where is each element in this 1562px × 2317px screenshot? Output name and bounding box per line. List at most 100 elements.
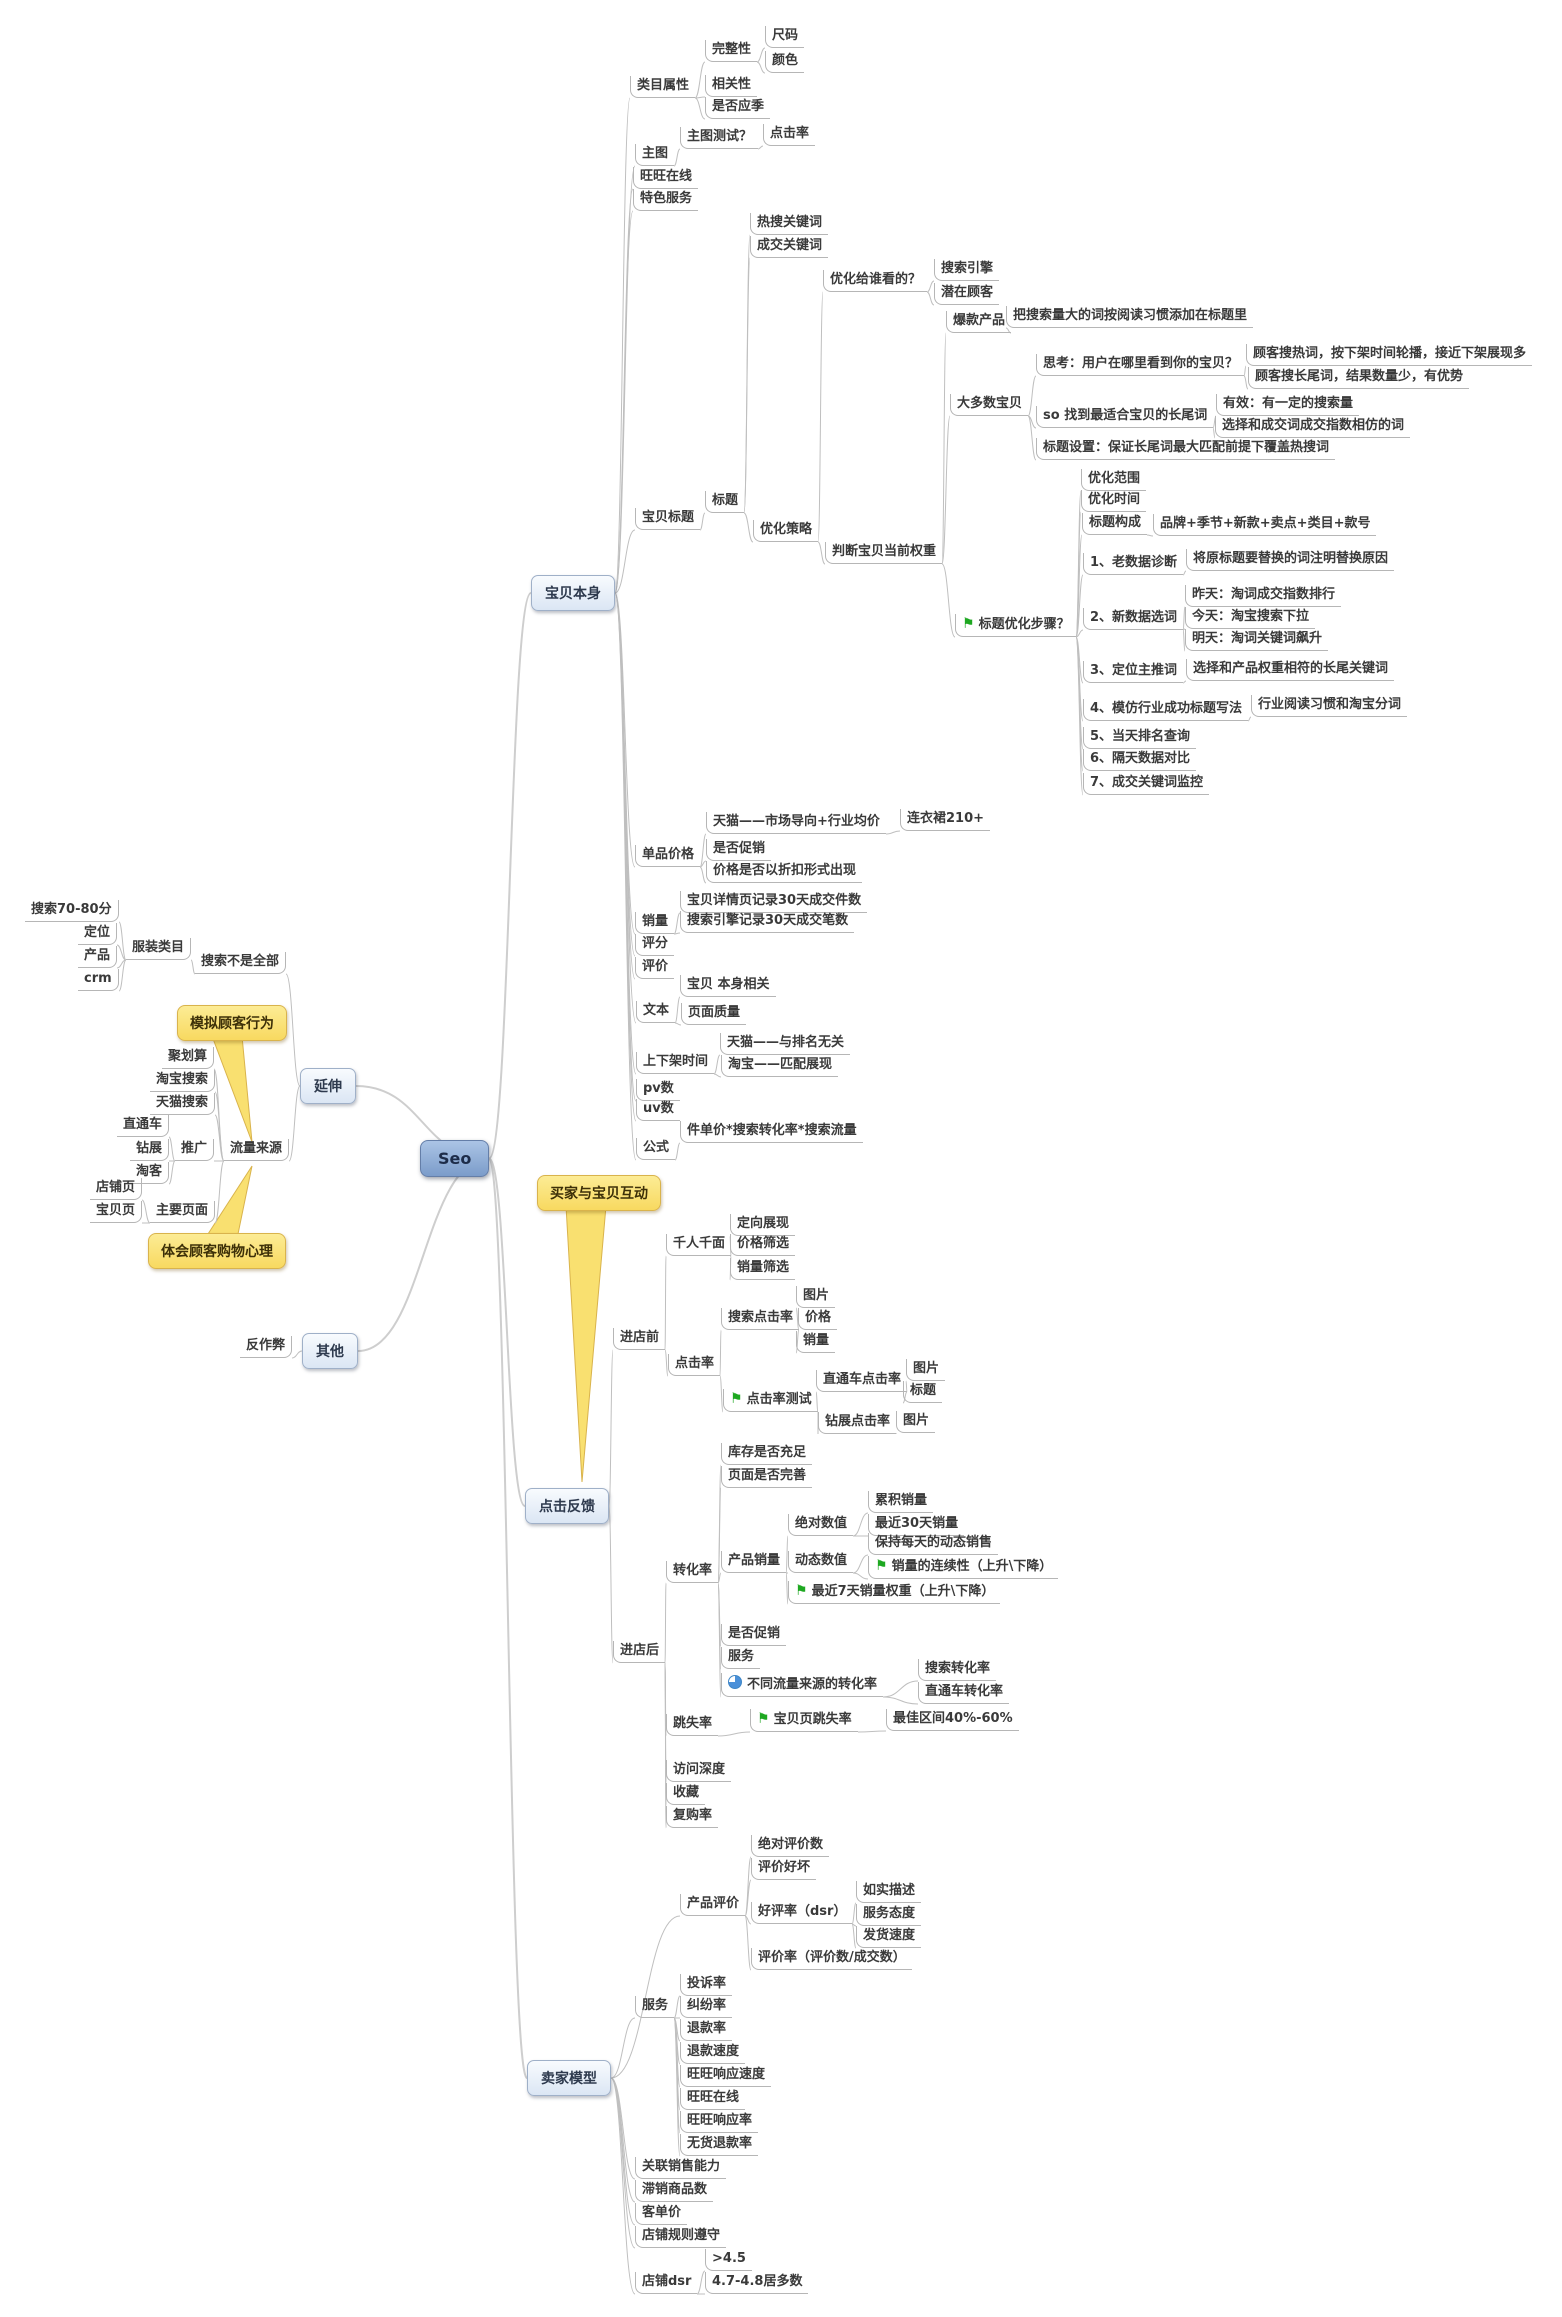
mindmap-node[interactable]: 销量	[796, 1331, 836, 1353]
mindmap-node[interactable]: 保持每天的动态销售	[868, 1533, 999, 1555]
mindmap-node[interactable]: 产品销量	[721, 1551, 787, 1573]
mindmap-node[interactable]: 宝贝 本身相关	[680, 975, 776, 997]
mindmap-node[interactable]: 店铺dsr	[635, 2272, 698, 2294]
mindmap-node[interactable]: 最近30天销量	[868, 1514, 965, 1536]
mindmap-node[interactable]: uv数	[636, 1099, 680, 1121]
mindmap-node[interactable]: 累积销量	[868, 1491, 934, 1513]
mindmap-node[interactable]: 服务	[635, 1996, 675, 2018]
mindmap-node[interactable]: 进店后	[613, 1641, 666, 1663]
mindmap-node[interactable]: 类目属性	[630, 76, 696, 98]
mindmap-node[interactable]: 选择和成交词成交指数相仿的词	[1215, 416, 1411, 438]
mindmap-node[interactable]: 旺旺在线	[633, 167, 699, 189]
main-topic[interactable]: 其他	[302, 1333, 358, 1369]
mindmap-node[interactable]: 价格	[798, 1308, 838, 1330]
mindmap-node[interactable]: 主图	[635, 144, 675, 166]
mindmap-node[interactable]: 搜索70-80分	[25, 900, 119, 922]
mindmap-node[interactable]: crm	[78, 969, 119, 991]
mindmap-node[interactable]: 4.7-4.8居多数	[705, 2272, 809, 2294]
mindmap-node[interactable]: 主要页面	[150, 1201, 216, 1223]
mindmap-node[interactable]: 图片	[896, 1411, 936, 1433]
mindmap-node[interactable]: 店铺规则遵守	[635, 2226, 727, 2248]
mindmap-node[interactable]: 标题构成	[1082, 513, 1148, 535]
mindmap-node[interactable]: 把搜索量大的词按阅读习惯添加在标题里	[1006, 306, 1254, 328]
mindmap-node[interactable]: 页面是否完善	[721, 1466, 813, 1488]
mindmap-node[interactable]: 是否促销	[706, 839, 772, 861]
mindmap-node[interactable]: 昨天：淘词成交指数排行	[1185, 585, 1342, 607]
mindmap-node[interactable]: 天猫——市场导向+行业均价	[706, 812, 886, 834]
mindmap-node[interactable]: 不同流量来源的转化率	[721, 1673, 884, 1697]
mindmap-node[interactable]: 库存是否充足	[721, 1443, 813, 1465]
mindmap-node[interactable]: 爆款产品	[946, 311, 1012, 333]
mindmap-node[interactable]: 单品价格	[635, 845, 701, 867]
central-topic[interactable]: Seo	[420, 1140, 490, 1177]
mindmap-node[interactable]: 店铺页	[90, 1178, 143, 1200]
mindmap-node[interactable]: 钻展	[130, 1139, 170, 1161]
mindmap-node[interactable]: 淘宝——匹配展现	[721, 1055, 839, 1077]
mindmap-node[interactable]: 优化策略	[753, 520, 819, 542]
mindmap-node[interactable]: 推广	[175, 1139, 215, 1161]
mindmap-node[interactable]: 成交关键词	[750, 236, 829, 258]
callout[interactable]: 模拟顾客行为	[177, 1005, 287, 1041]
mindmap-node[interactable]: 热搜关键词	[750, 213, 829, 235]
main-topic[interactable]: 点击反馈	[525, 1488, 609, 1524]
mindmap-node[interactable]: 优化范围	[1081, 469, 1147, 491]
mindmap-node[interactable]: pv数	[636, 1079, 680, 1101]
mindmap-node[interactable]: 点击率	[668, 1354, 721, 1376]
mindmap-node[interactable]: 1、老数据诊断	[1083, 553, 1184, 575]
mindmap-node[interactable]: 价格是否以折扣形式出现	[706, 861, 863, 883]
mindmap-node[interactable]: 关联销售能力	[635, 2157, 727, 2179]
mindmap-node[interactable]: 是否促销	[721, 1624, 787, 1646]
mindmap-node[interactable]: 服务	[721, 1647, 761, 1669]
mindmap-node[interactable]: 搜索点击率	[721, 1308, 800, 1330]
mindmap-node[interactable]: 图片	[796, 1286, 836, 1308]
mindmap-node[interactable]: 如实描述	[856, 1881, 922, 1903]
mindmap-node[interactable]: 转化率	[666, 1561, 719, 1583]
mindmap-node[interactable]: 3、定位主推词	[1083, 661, 1184, 683]
mindmap-node[interactable]: 收藏	[666, 1783, 706, 1805]
mindmap-node[interactable]: 搜索不是全部	[195, 952, 287, 974]
mindmap-node[interactable]: 客单价	[635, 2203, 688, 2225]
mindmap-node[interactable]: 钻展点击率	[818, 1412, 897, 1434]
mindmap-node[interactable]: 顾客搜长尾词，结果数量少，有优势	[1248, 367, 1470, 389]
mindmap-node[interactable]: 行业阅读习惯和淘宝分词	[1251, 695, 1408, 717]
mindmap-node[interactable]: 发货速度	[856, 1926, 922, 1948]
mindmap-node[interactable]: 好评率（dsr）	[751, 1902, 853, 1924]
mindmap-node[interactable]: 明天：淘词关键词飙升	[1185, 629, 1329, 651]
mindmap-node[interactable]: 有效：有一定的搜索量	[1216, 394, 1360, 416]
mindmap-node[interactable]: 旺旺在线	[680, 2088, 746, 2110]
mindmap-node[interactable]: 产品	[78, 946, 118, 968]
mindmap-node[interactable]: 4、模仿行业成功标题写法	[1083, 699, 1249, 721]
mindmap-node[interactable]: 直通车	[117, 1115, 170, 1137]
mindmap-node[interactable]: 动态数值	[788, 1551, 854, 1573]
mindmap-node[interactable]: 今天：淘宝搜索下拉	[1185, 607, 1316, 629]
mindmap-node[interactable]: 聚划算	[162, 1047, 215, 1069]
mindmap-node[interactable]: 颜色	[765, 51, 805, 73]
mindmap-node[interactable]: 服装类目	[126, 938, 192, 960]
mindmap-node[interactable]: 反作弊	[240, 1336, 293, 1358]
mindmap-node[interactable]: 绝对数值	[788, 1514, 854, 1536]
mindmap-node[interactable]: 天猫搜索	[150, 1093, 216, 1115]
callout[interactable]: 买家与宝贝互动	[537, 1175, 661, 1211]
mindmap-node[interactable]: 价格筛选	[730, 1234, 796, 1256]
mindmap-node[interactable]: 搜索引擎记录30天成交笔数	[680, 911, 855, 933]
mindmap-node[interactable]: 旺旺响应率	[680, 2111, 759, 2133]
mindmap-node[interactable]: 评价	[635, 957, 675, 979]
mindmap-node[interactable]: 搜索引擎	[934, 259, 1000, 281]
mindmap-node[interactable]: 顾客搜热词，按下架时间轮播，接近下架展现多	[1246, 344, 1533, 366]
main-topic[interactable]: 宝贝本身	[531, 575, 615, 611]
mindmap-node[interactable]: so 找到最适合宝贝的长尾词	[1036, 406, 1214, 428]
mindmap-node[interactable]: 完整性	[705, 40, 758, 62]
mindmap-node[interactable]: 标题	[903, 1381, 943, 1403]
mindmap-node[interactable]: 最佳区间40%-60%	[886, 1709, 1019, 1731]
mindmap-node[interactable]: 主图测试？	[680, 127, 759, 149]
mindmap-node[interactable]: 跳失率	[666, 1714, 719, 1736]
mindmap-node[interactable]: 选择和产品权重相符的长尾关键词	[1186, 659, 1395, 681]
mindmap-node[interactable]: 图片	[906, 1359, 946, 1381]
mindmap-node[interactable]: 标题设置：保证长尾词最大匹配前提下覆盖热搜词	[1036, 438, 1336, 460]
mindmap-node[interactable]: 连衣裙210+	[900, 809, 991, 831]
mindmap-node[interactable]: 相关性	[705, 75, 758, 97]
mindmap-node[interactable]: 进店前	[613, 1328, 666, 1350]
mindmap-node[interactable]: 搜索转化率	[918, 1659, 997, 1681]
mindmap-node[interactable]: 投诉率	[680, 1974, 733, 1996]
